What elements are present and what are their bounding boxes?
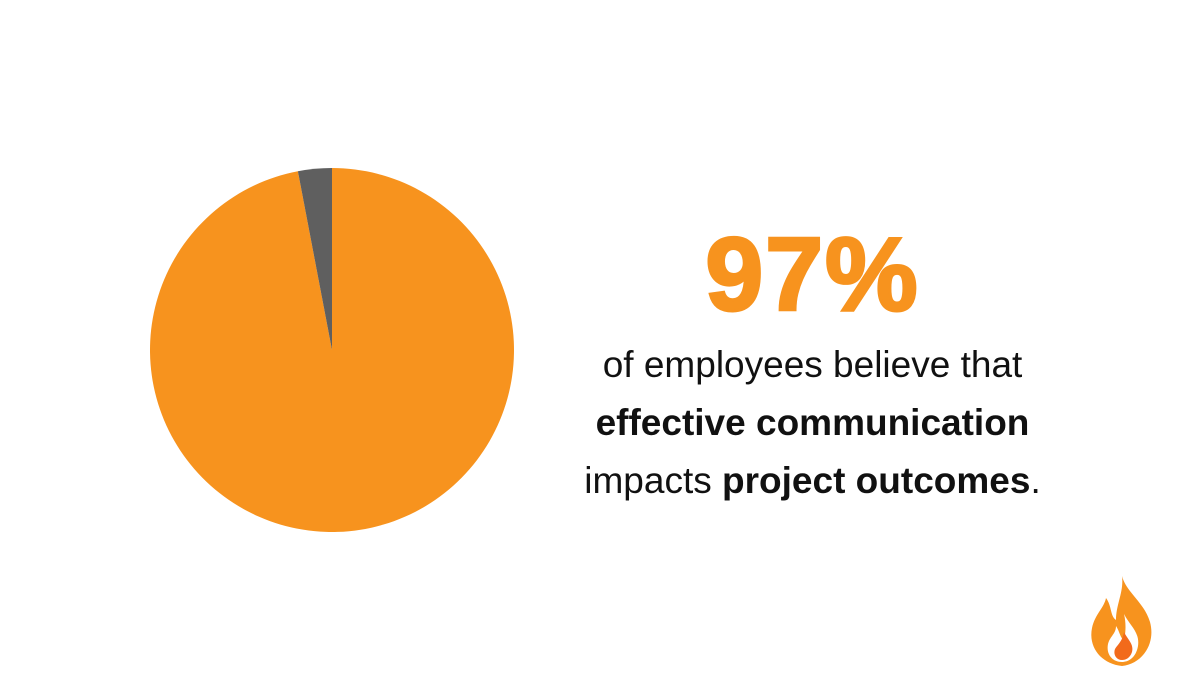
headline-stat: 97% — [704, 217, 920, 333]
caption-line: of employees believe that — [540, 336, 1085, 394]
caption-text: of employees believe that — [602, 344, 1023, 385]
caption-text: . — [1030, 460, 1041, 501]
caption-line: impacts project outcomes. — [540, 452, 1085, 510]
caption-text: impacts — [584, 460, 723, 501]
caption-bold-text: effective communication — [595, 402, 1030, 443]
caption-bold-text: project outcomes — [722, 460, 1031, 501]
pie-slice — [297, 168, 332, 350]
flame-core — [1114, 632, 1133, 660]
caption-line: effective communication — [540, 394, 1085, 452]
pie-chart — [150, 168, 515, 532]
caption: of employees believe that effective commu… — [540, 336, 1085, 510]
flame-logo — [1091, 576, 1152, 666]
